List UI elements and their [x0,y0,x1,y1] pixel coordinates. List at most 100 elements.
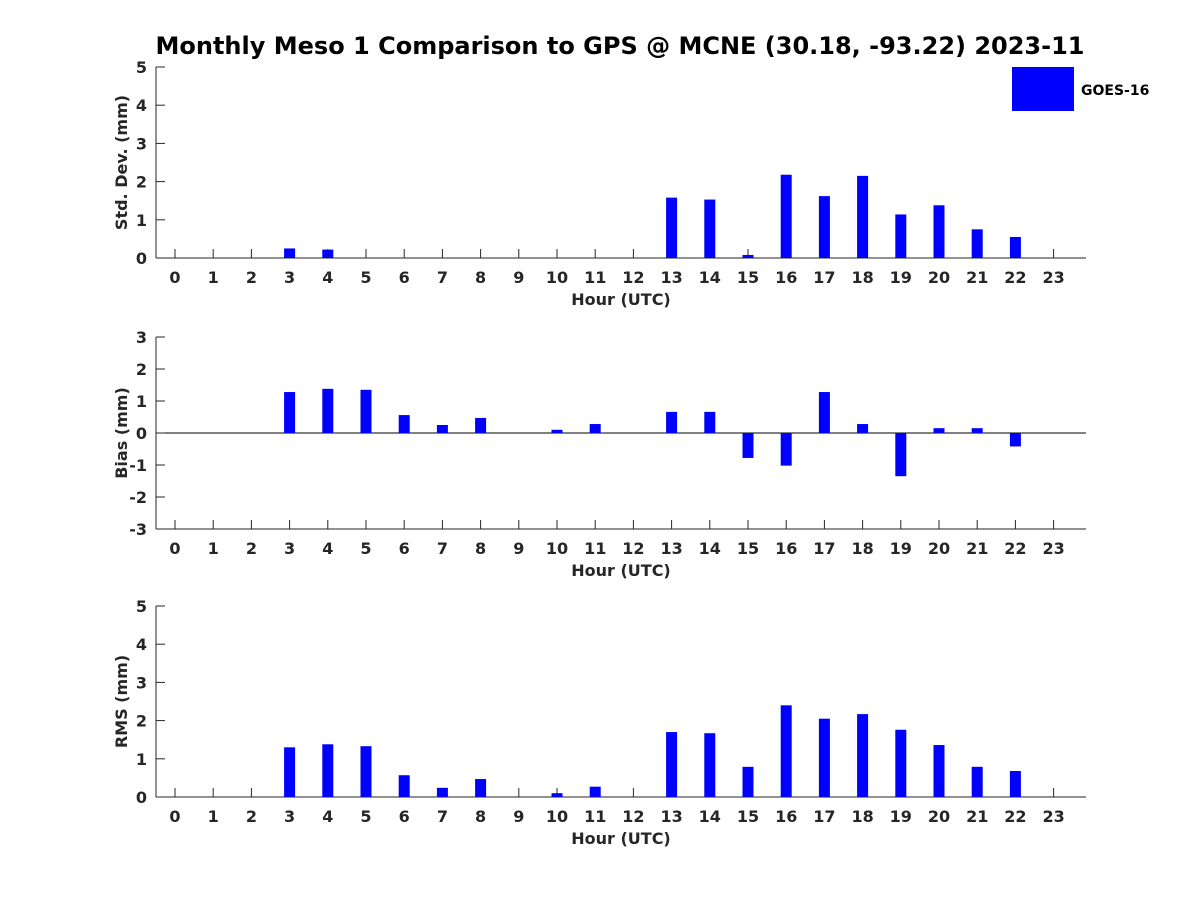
y-tick-label: -1 [129,456,147,475]
bar-13 [666,197,678,258]
bar-14 [704,411,716,433]
x-tick-label: 23 [1042,268,1064,287]
bar-16 [780,433,792,466]
x-tick-label: 6 [399,268,410,287]
bar-17 [818,718,830,797]
x-axis-label: Hour (UTC) [571,829,671,848]
bar-3 [284,392,296,433]
y-tick-label: 1 [136,750,147,769]
x-tick-label: 8 [475,268,486,287]
y-tick-label: 2 [136,712,147,731]
bar-17 [818,392,830,433]
bar-20 [933,205,945,258]
x-tick-label: 2 [246,807,257,826]
x-tick-label: 4 [322,268,333,287]
y-tick-label: 4 [136,96,147,115]
y-tick-label: 0 [136,249,147,268]
bar-5 [360,389,372,433]
x-tick-label: 18 [851,268,873,287]
x-tick-label: 0 [169,807,180,826]
y-tick-label: 3 [136,328,147,347]
y-axis-label: Bias (mm) [112,387,131,479]
x-tick-label: 14 [699,539,721,558]
x-tick-label: 22 [1004,807,1026,826]
x-tick-label: 11 [584,807,606,826]
bar-18 [857,714,869,797]
bar-6 [398,775,410,797]
x-tick-label: 20 [928,807,950,826]
y-tick-label: 2 [136,173,147,192]
x-tick-label: 3 [284,268,295,287]
x-tick-label: 1 [208,539,219,558]
y-tick-label: -2 [129,488,147,507]
y-tick-label: 0 [136,424,147,443]
x-tick-label: 1 [208,268,219,287]
x-tick-label: 14 [699,268,721,287]
x-tick-label: 5 [360,268,371,287]
y-tick-label: 2 [136,360,147,379]
bar-19 [895,433,907,477]
x-tick-label: 18 [851,539,873,558]
bar-16 [780,705,792,797]
bar-11 [589,786,601,797]
bar-3 [284,248,296,258]
y-tick-label: 3 [136,134,147,153]
x-tick-label: 10 [546,268,568,287]
x-tick-label: 9 [513,807,524,826]
x-tick-label: 20 [928,268,950,287]
x-tick-label: 10 [546,539,568,558]
bar-17 [818,196,830,258]
x-tick-label: 18 [851,807,873,826]
x-tick-label: 4 [322,807,333,826]
x-tick-label: 12 [622,268,644,287]
bar-19 [895,214,907,258]
bar-7 [436,425,448,433]
x-tick-label: 23 [1042,807,1064,826]
bar-15 [742,766,754,797]
x-tick-label: 11 [584,268,606,287]
bar-13 [666,732,678,797]
y-tick-label: 0 [136,788,147,807]
x-tick-label: 8 [475,807,486,826]
x-tick-label: 16 [775,539,797,558]
x-tick-label: 23 [1042,539,1064,558]
x-tick-label: 15 [737,268,759,287]
bar-8 [475,417,487,433]
bar-18 [857,175,869,258]
x-tick-label: 9 [513,539,524,558]
x-tick-label: 5 [360,807,371,826]
x-tick-label: 13 [660,539,682,558]
x-tick-label: 21 [966,807,988,826]
bar-21 [971,428,983,433]
x-tick-label: 7 [437,807,448,826]
x-tick-label: 6 [399,539,410,558]
x-tick-label: 15 [737,807,759,826]
bar-21 [971,229,983,258]
x-tick-label: 20 [928,539,950,558]
bar-4 [322,744,334,797]
x-tick-label: 22 [1004,539,1026,558]
x-tick-label: 6 [399,807,410,826]
x-tick-label: 11 [584,539,606,558]
x-tick-label: 13 [660,268,682,287]
x-tick-label: 5 [360,539,371,558]
y-axis-label: RMS (mm) [112,655,131,748]
bar-4 [322,249,334,258]
bar-20 [933,428,945,433]
x-tick-label: 15 [737,539,759,558]
bar-22 [1009,236,1021,258]
legend-label: GOES-16 [1081,83,1149,99]
legend-swatch [1012,67,1074,111]
bar-19 [895,729,907,797]
y-tick-label: 5 [136,597,147,616]
x-tick-label: 17 [813,539,835,558]
y-tick-label: 3 [136,673,147,692]
x-tick-label: 19 [890,807,912,826]
y-tick-label: 4 [136,635,147,654]
y-tick-label: 1 [136,392,147,411]
bar-13 [666,411,678,433]
x-tick-label: 3 [284,807,295,826]
